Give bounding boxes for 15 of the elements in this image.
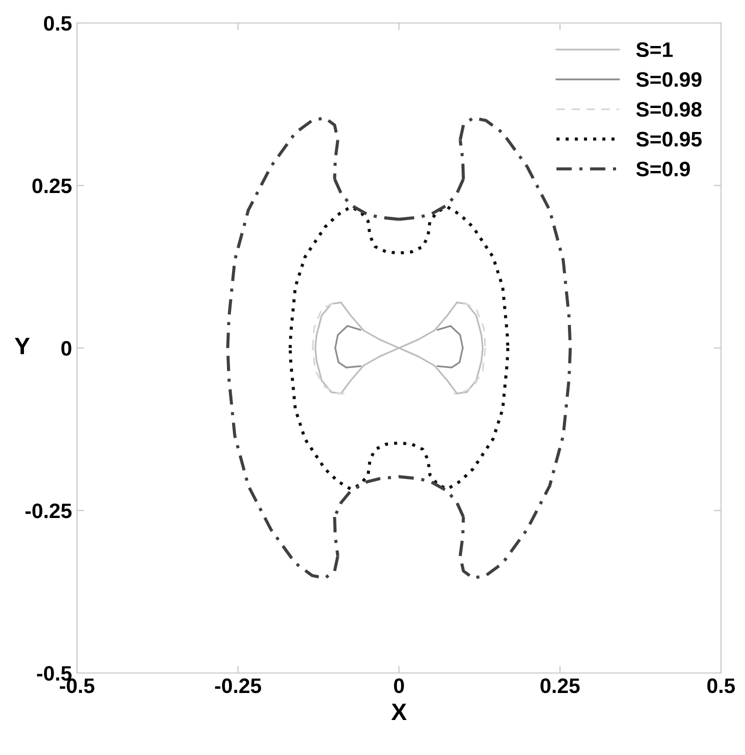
legend-label: S=0.99 [636, 72, 702, 87]
y-axis-title: Y [14, 338, 30, 354]
x-axis-title: X [391, 704, 407, 720]
x-tick-label: 0.5 [707, 678, 735, 694]
legend-label: S=1 [636, 42, 673, 58]
x-tick-label: -0.25 [215, 678, 262, 694]
y-tick-label: 0.5 [44, 16, 72, 31]
x-tick-label: 0.25 [540, 678, 580, 694]
y-tick-label: -0.25 [25, 504, 72, 518]
x-tick-label: 0 [394, 678, 404, 694]
legend-label: S=0.9 [636, 162, 690, 176]
legend-label: S=0.95 [636, 132, 702, 147]
y-tick-label: 0.25 [32, 178, 72, 194]
legend-label: S=0.98 [636, 102, 702, 117]
y-tick-label: 0 [61, 341, 72, 356]
